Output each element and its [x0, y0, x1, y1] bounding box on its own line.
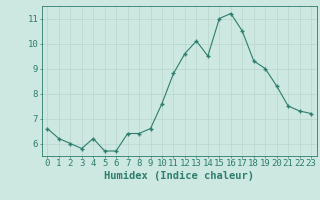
X-axis label: Humidex (Indice chaleur): Humidex (Indice chaleur): [104, 171, 254, 181]
